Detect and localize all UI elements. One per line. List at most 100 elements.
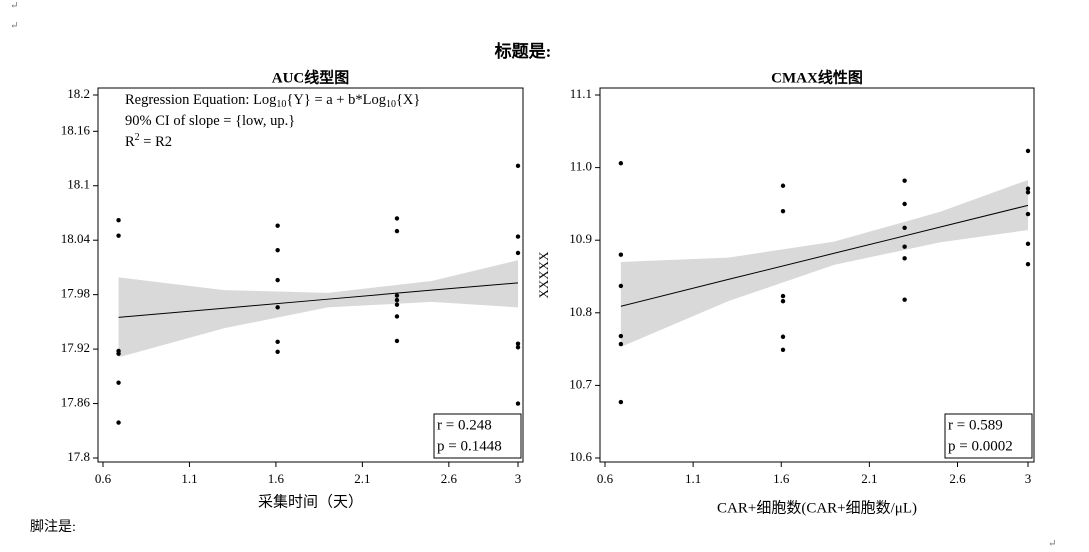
y-tick-label: 10.9	[569, 231, 592, 246]
annotation-segment: 2	[135, 132, 140, 143]
data-point	[275, 349, 280, 355]
data-point	[618, 341, 624, 347]
y-tick-label: 17.98	[61, 286, 90, 301]
plot-frame	[97, 87, 524, 463]
annotation-segment: Regression Equation: Log	[125, 92, 276, 108]
y-tick-label: 17.8	[67, 449, 90, 464]
data-point	[275, 339, 280, 345]
data-point	[902, 297, 907, 302]
confidence-band	[118, 260, 518, 358]
x-tick-label: 2.1	[354, 471, 370, 486]
data-point	[780, 293, 786, 299]
data-point	[618, 161, 624, 166]
data-point	[902, 256, 907, 261]
annotation-segment: 10	[276, 99, 286, 110]
x-tick-label: 2.6	[441, 471, 458, 486]
data-point	[515, 345, 521, 350]
x-tick-label: 2.6	[949, 471, 966, 486]
x-tick-label: 3	[1025, 471, 1032, 486]
x-tick-label: 2.1	[861, 471, 877, 486]
x-axis-label: CAR+细胞数(CAR+细胞数/μL)	[717, 499, 917, 516]
stats-text: r = 0.589	[948, 417, 1003, 433]
data-point	[618, 283, 624, 289]
y-tick-label: 11.0	[570, 159, 592, 174]
annotation-segment: R	[125, 134, 135, 150]
data-point	[116, 351, 121, 356]
stats-text: r = 0.248	[437, 417, 492, 433]
data-point	[618, 333, 624, 339]
regression-line	[620, 204, 1029, 307]
data-point	[116, 420, 121, 425]
data-point	[902, 201, 907, 207]
y-tick-label: 10.8	[569, 304, 592, 319]
data-point	[1025, 186, 1031, 191]
data-point	[902, 178, 907, 183]
data-point	[116, 233, 121, 238]
plot-frame	[599, 87, 1035, 463]
y-tick-label: 10.6	[569, 449, 592, 464]
data-point	[1025, 241, 1031, 247]
data-point	[515, 163, 521, 168]
annotation-segment: 90% CI of slope = {low, up.}	[125, 113, 295, 129]
y-tick-label: 17.92	[61, 340, 90, 355]
data-point	[1025, 190, 1031, 195]
data-point	[515, 250, 521, 256]
data-point	[780, 334, 786, 339]
data-point	[780, 347, 786, 353]
x-tick-label: 1.6	[268, 471, 285, 486]
paragraph-mark: ↵	[10, 20, 18, 31]
stats-box	[944, 413, 1033, 459]
y-tick-label: 17.86	[61, 395, 91, 410]
data-point	[394, 293, 400, 298]
stats-text: p = 0.0002	[948, 438, 1013, 454]
data-point	[116, 380, 121, 385]
data-point	[618, 399, 624, 405]
x-tick-label: 3	[515, 471, 522, 486]
data-point	[394, 314, 400, 319]
data-point	[902, 244, 907, 249]
data-point	[116, 218, 121, 223]
annotation: 90% CI of slope = {low, up.}	[125, 113, 295, 129]
y-tick-label: 18.04	[61, 231, 91, 246]
data-point	[780, 183, 786, 188]
data-point	[275, 223, 280, 228]
data-point	[394, 216, 400, 221]
chart-title: CMAX线性图	[771, 68, 863, 86]
data-point	[394, 228, 400, 234]
stats-text: p = 0.1448	[437, 438, 502, 454]
data-point	[902, 225, 907, 231]
data-point	[275, 277, 280, 283]
data-point	[618, 252, 624, 257]
y-tick-label: 18.1	[67, 177, 90, 192]
x-tick-label: 0.6	[95, 471, 112, 486]
annotation-segment: 10	[386, 99, 396, 110]
y-tick-label: 18.16	[61, 122, 91, 137]
data-point	[275, 247, 280, 253]
x-tick-label: 1.1	[181, 471, 197, 486]
y-tick-label: 10.7	[569, 376, 592, 391]
footnote: 脚注是:	[30, 519, 76, 535]
x-tick-label: 0.6	[597, 471, 614, 486]
annotation: Regression Equation: Log10{Y} = a + b*Lo…	[125, 92, 420, 110]
y-tick-label: 11.1	[570, 86, 592, 101]
confidence-band	[620, 179, 1028, 347]
stats-box	[433, 413, 522, 459]
data-point	[394, 302, 400, 307]
y-tick-label: 18.2	[67, 86, 90, 101]
data-point	[780, 298, 786, 304]
regression-line	[118, 282, 519, 318]
data-point	[1025, 148, 1031, 154]
data-point	[515, 341, 521, 346]
chart-title: AUC线型图	[272, 68, 350, 86]
data-point	[1025, 211, 1031, 217]
y-axis-label: XXXXX	[536, 251, 551, 299]
x-tick-label: 1.1	[685, 471, 701, 486]
data-point	[515, 401, 521, 406]
annotation-segment: {X}	[396, 92, 420, 108]
paragraph-mark: ↵	[10, 0, 18, 11]
x-tick-label: 1.6	[773, 471, 790, 486]
data-point	[394, 297, 400, 303]
x-axis-label: 采集时间（天）	[258, 493, 363, 510]
